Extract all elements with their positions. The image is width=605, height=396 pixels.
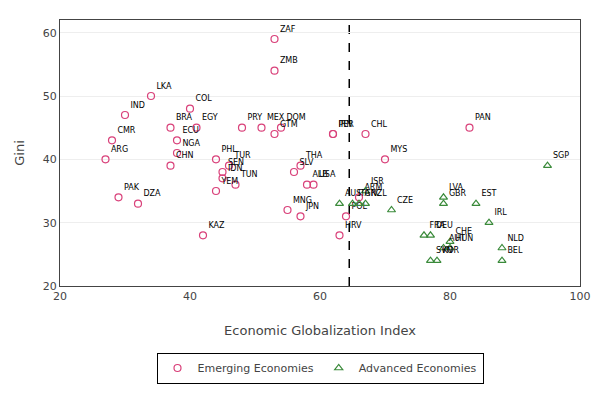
svg-text:COL: COL xyxy=(195,94,212,103)
svg-text:KOR: KOR xyxy=(442,246,459,255)
svg-text:IRN: IRN xyxy=(338,120,352,129)
svg-text:GTM: GTM xyxy=(280,120,298,129)
svg-text:50: 50 xyxy=(43,90,57,103)
svg-text:USA: USA xyxy=(319,170,336,179)
svg-text:TUR: TUR xyxy=(233,151,251,160)
svg-text:YEM: YEM xyxy=(220,177,238,186)
svg-text:BEL: BEL xyxy=(507,246,523,255)
svg-text:20: 20 xyxy=(43,280,57,293)
svg-text:Economic Globalization Index: Economic Globalization Index xyxy=(224,323,416,338)
svg-text:PER: PER xyxy=(338,120,354,129)
svg-text:Emerging Economies: Emerging Economies xyxy=(198,362,314,375)
svg-text:NGA: NGA xyxy=(182,139,200,148)
svg-text:ITA: ITA xyxy=(358,189,371,198)
svg-text:60: 60 xyxy=(43,27,57,40)
svg-text:DOM: DOM xyxy=(286,113,305,122)
svg-text:SVN: SVN xyxy=(436,246,453,255)
svg-text:ALB: ALB xyxy=(312,170,327,179)
svg-text:Gini: Gini xyxy=(12,140,27,166)
svg-text:AUS: AUS xyxy=(345,189,361,198)
svg-text:100: 100 xyxy=(570,290,591,303)
svg-text:PRY: PRY xyxy=(247,113,262,122)
svg-text:20: 20 xyxy=(53,290,67,303)
svg-text:ECU: ECU xyxy=(182,126,199,135)
svg-text:CZE: CZE xyxy=(397,196,413,205)
svg-text:GRC: GRC xyxy=(364,189,381,198)
svg-text:AUT: AUT xyxy=(449,234,465,243)
svg-text:CHE: CHE xyxy=(455,227,472,236)
svg-text:SLV: SLV xyxy=(299,158,314,167)
svg-text:ZAF: ZAF xyxy=(280,25,296,34)
svg-text:60: 60 xyxy=(313,290,327,303)
svg-text:80: 80 xyxy=(443,290,457,303)
svg-text:GBR: GBR xyxy=(449,189,467,198)
svg-text:LVA: LVA xyxy=(449,183,464,192)
svg-text:DZA: DZA xyxy=(143,189,161,198)
svg-text:FRA: FRA xyxy=(429,221,445,230)
svg-text:NLD: NLD xyxy=(507,234,524,243)
svg-text:SEN: SEN xyxy=(228,158,244,167)
svg-text:IND: IND xyxy=(130,101,145,110)
svg-text:PAN: PAN xyxy=(475,113,491,122)
svg-text:ARM: ARM xyxy=(364,183,382,192)
svg-text:DEU: DEU xyxy=(436,221,453,230)
svg-text:CHN: CHN xyxy=(176,151,194,160)
svg-text:PAK: PAK xyxy=(124,183,140,192)
svg-text:MEX: MEX xyxy=(267,113,285,122)
svg-text:THA: THA xyxy=(305,151,323,160)
svg-text:SGP: SGP xyxy=(553,151,569,160)
svg-text:KAZ: KAZ xyxy=(208,221,225,230)
svg-text:IDN: IDN xyxy=(228,164,243,173)
svg-text:HRV: HRV xyxy=(345,221,362,230)
svg-text:POL: POL xyxy=(351,202,367,211)
svg-text:ZMB: ZMB xyxy=(280,56,298,65)
svg-text:HUN: HUN xyxy=(455,234,473,243)
svg-text:EGY: EGY xyxy=(202,113,218,122)
svg-text:40: 40 xyxy=(43,153,57,166)
svg-text:EST: EST xyxy=(481,189,496,198)
svg-text:IRL: IRL xyxy=(494,208,507,217)
svg-text:NZL: NZL xyxy=(371,189,387,198)
svg-text:LKA: LKA xyxy=(156,82,172,91)
svg-text:CMR: CMR xyxy=(117,126,135,135)
svg-text:MNG: MNG xyxy=(293,196,312,205)
svg-text:CHL: CHL xyxy=(371,120,388,129)
svg-text:30: 30 xyxy=(43,217,57,230)
svg-text:TUN: TUN xyxy=(240,170,258,179)
svg-text:MYS: MYS xyxy=(390,145,407,154)
svg-text:ISR: ISR xyxy=(371,177,384,186)
svg-text:Advanced Economies: Advanced Economies xyxy=(359,362,477,375)
svg-text:BRA: BRA xyxy=(176,113,193,122)
svg-text:JPN: JPN xyxy=(305,202,319,211)
svg-text:PHL: PHL xyxy=(221,145,237,154)
svg-text:ARG: ARG xyxy=(111,145,128,154)
svg-text:40: 40 xyxy=(183,290,197,303)
